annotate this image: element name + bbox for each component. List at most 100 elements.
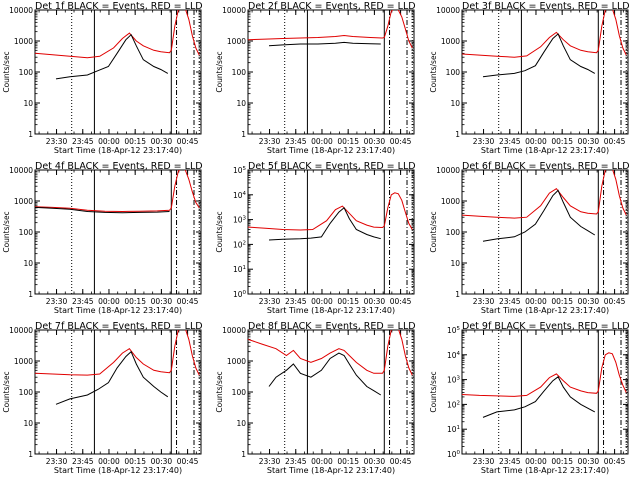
x-tick-label: 00:00	[98, 297, 120, 306]
x-tick-label: 23:45	[285, 297, 307, 306]
y-tick-label: 10	[236, 99, 246, 108]
panel-title: Det 2f BLACK = Events, RED = LLD	[248, 1, 416, 12]
y-tick-label: 105	[233, 166, 247, 175]
y-tick-label: 1	[28, 290, 33, 299]
x-axis-label: Start Time (18-Apr-12 23:17:40)	[54, 146, 182, 155]
x-tick-label: 23:30	[46, 137, 68, 146]
y-tick-label: 103	[447, 376, 461, 385]
y-tick-label: 10000	[9, 6, 33, 15]
events-series-line	[268, 207, 381, 241]
panel-title: Det 4f BLACK = Events, RED = LLD	[35, 161, 203, 172]
events-series-line	[482, 33, 596, 78]
panel-title: Det 9f BLACK = Events, RED = LLD	[462, 321, 630, 332]
x-tick-label: 23:30	[259, 297, 281, 306]
y-tick-label: 10	[450, 259, 460, 268]
y-axis-label: Counts/sec	[429, 371, 438, 412]
x-tick-label: 00:15	[124, 457, 146, 466]
x-tick-label: 00:45	[390, 137, 412, 146]
x-tick-label: 00:30	[364, 297, 386, 306]
y-axis-label: Counts/sec	[215, 371, 224, 412]
y-tick-label: 10000	[222, 6, 246, 15]
x-tick-label: 23:30	[259, 457, 281, 466]
events-series-line	[482, 376, 596, 418]
y-tick-label: 10000	[436, 166, 460, 175]
x-tick-label: 00:15	[337, 137, 359, 146]
y-tick-label: 100	[232, 68, 247, 77]
panel-title: Det 7f BLACK = Events, RED = LLD	[35, 321, 203, 332]
panel-5: Det 5f BLACK = Events, RED = LLD Counts/s…	[215, 161, 416, 315]
x-tick-label: 00:45	[604, 297, 626, 306]
events-series-line	[482, 189, 596, 242]
x-tick-label: 00:15	[124, 137, 146, 146]
x-tick-label: 00:45	[604, 457, 626, 466]
x-tick-label: 23:30	[46, 457, 68, 466]
x-axis-label: Start Time (18-Apr-12 23:17:40)	[481, 306, 609, 315]
x-tick-label: 00:30	[578, 457, 600, 466]
x-tick-label: 00:30	[364, 137, 386, 146]
y-tick-label: 102	[233, 240, 246, 249]
x-tick-label: 00:30	[578, 297, 600, 306]
x-tick-label: 00:15	[551, 297, 573, 306]
y-tick-label: 1000	[14, 37, 33, 46]
y-axis-label: Counts/sec	[215, 51, 224, 92]
y-tick-label: 10000	[9, 166, 33, 175]
lld-series-line	[462, 170, 627, 219]
y-tick-label: 10	[236, 419, 246, 428]
lld-series-line	[462, 10, 627, 58]
x-tick-label: 00:45	[177, 457, 199, 466]
x-axis-label: Start Time (18-Apr-12 23:17:40)	[54, 466, 182, 475]
y-tick-label: 10	[23, 259, 33, 268]
x-tick-label: 00:15	[337, 457, 359, 466]
panel-4: Det 4f BLACK = Events, RED = LLD Counts/s…	[2, 161, 203, 315]
lld-series-line	[248, 10, 413, 49]
events-series-line	[268, 41, 381, 47]
y-tick-label: 104	[233, 191, 247, 200]
panel-8: Det 8f BLACK = Events, RED = LLD Counts/s…	[215, 321, 416, 475]
y-tick-label: 10	[23, 419, 33, 428]
x-tick-label: 00:30	[151, 457, 173, 466]
y-axis-label: Counts/sec	[429, 211, 438, 252]
y-tick-label: 1	[28, 130, 33, 139]
x-tick-label: 00:00	[311, 457, 333, 466]
x-tick-label: 00:00	[525, 457, 547, 466]
panel-title: Det 8f BLACK = Events, RED = LLD	[248, 321, 416, 332]
y-tick-label: 1000	[227, 357, 246, 366]
x-axis-label: Start Time (18-Apr-12 23:17:40)	[267, 146, 395, 155]
x-tick-label: 23:45	[499, 297, 521, 306]
x-tick-label: 00:45	[604, 137, 626, 146]
x-tick-label: 23:30	[473, 297, 495, 306]
x-axis-label: Start Time (18-Apr-12 23:17:40)	[267, 466, 395, 475]
x-axis-label: Start Time (18-Apr-12 23:17:40)	[481, 466, 609, 475]
lld-series-line	[35, 170, 200, 213]
x-tick-label: 00:00	[525, 137, 547, 146]
x-tick-label: 00:15	[551, 137, 573, 146]
x-tick-label: 00:45	[177, 137, 199, 146]
y-tick-label: 10000	[222, 326, 246, 335]
x-tick-label: 23:30	[46, 297, 68, 306]
y-tick-label: 100	[447, 450, 461, 459]
y-tick-label: 1	[455, 290, 460, 299]
y-tick-label: 102	[447, 400, 460, 409]
x-tick-label: 23:30	[473, 457, 495, 466]
y-axis-label: Counts/sec	[429, 51, 438, 92]
y-tick-label: 10000	[436, 6, 460, 15]
x-tick-label: 23:45	[499, 137, 521, 146]
y-tick-label: 100	[233, 290, 247, 299]
lld-series-line	[35, 10, 200, 59]
x-tick-label: 00:00	[98, 457, 120, 466]
y-tick-label: 1	[455, 130, 460, 139]
x-axis-label: Start Time (18-Apr-12 23:17:40)	[267, 306, 395, 315]
y-tick-label: 105	[447, 326, 461, 335]
y-tick-label: 101	[233, 265, 246, 274]
x-tick-label: 00:45	[390, 297, 412, 306]
x-tick-label: 23:45	[499, 457, 521, 466]
x-tick-label: 23:30	[259, 137, 281, 146]
y-tick-label: 101	[447, 425, 460, 434]
x-tick-label: 00:30	[364, 457, 386, 466]
y-tick-label: 104	[447, 351, 461, 360]
y-tick-label: 100	[19, 388, 34, 397]
x-axis-label: Start Time (18-Apr-12 23:17:40)	[54, 306, 182, 315]
y-tick-label: 1000	[441, 37, 460, 46]
x-tick-label: 00:00	[525, 297, 547, 306]
